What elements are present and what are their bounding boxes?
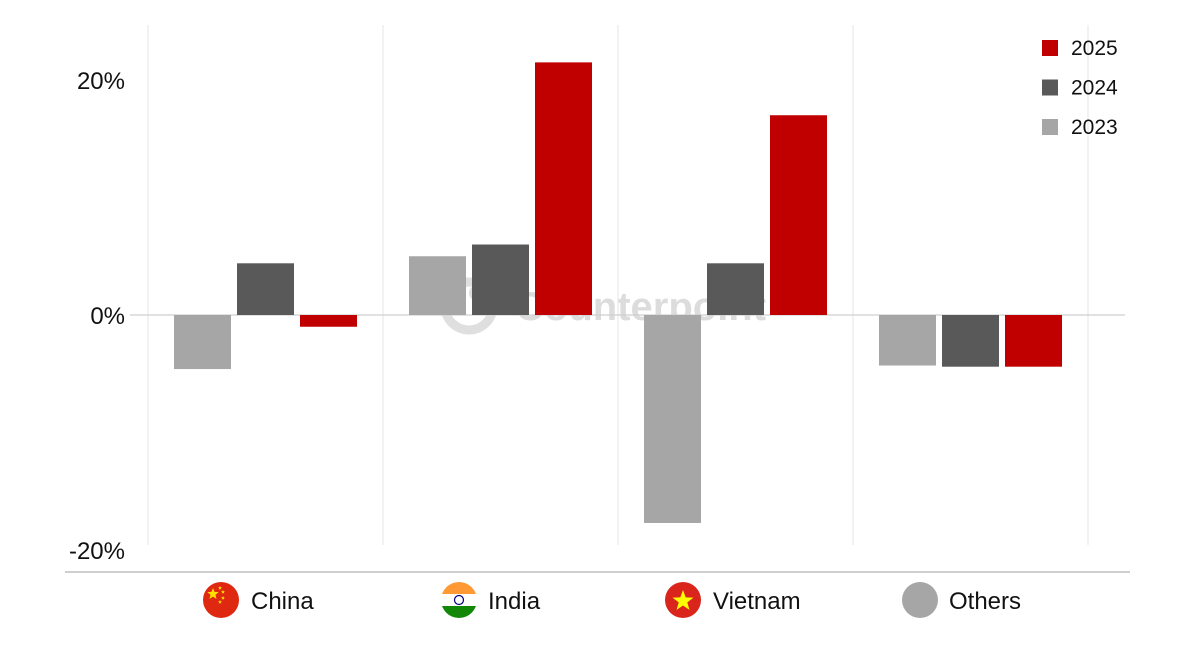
y-axis: 20% 0% -20% <box>69 68 125 565</box>
y-tick-label: -20% <box>69 538 125 565</box>
bar-vietnam-2023 <box>644 315 701 523</box>
bar-others-2025 <box>1005 315 1062 367</box>
vietnam-flag-icon <box>665 582 701 618</box>
legend-label-2025: 2025 <box>1071 37 1118 60</box>
bar-vietnam-2024 <box>707 263 764 315</box>
legend-swatch-2025 <box>1042 40 1058 56</box>
category-label-india: India <box>488 588 541 615</box>
bar-china-2023 <box>174 315 231 370</box>
bar-india-2024 <box>472 244 529 315</box>
legend-label-2023: 2023 <box>1071 116 1118 139</box>
china-flag-small-star <box>218 586 222 590</box>
bar-others-2023 <box>879 315 936 366</box>
vietnam-flag-star <box>672 590 694 610</box>
india-flag-saffron <box>441 582 477 594</box>
china-flag-icon <box>203 582 239 618</box>
bar-india-2025 <box>535 62 592 315</box>
bar-india-2023 <box>409 256 466 315</box>
legend-swatch-2024 <box>1042 79 1058 96</box>
bar-others-2024 <box>942 315 999 367</box>
others-circle-fill <box>902 582 938 618</box>
china-flag-small-star <box>221 596 225 600</box>
china-flag-small-star <box>218 600 222 604</box>
bars-group <box>174 62 1062 523</box>
category-label-vietnam: Vietnam <box>713 588 801 615</box>
bar-china-2024 <box>237 263 294 315</box>
y-tick-label: 20% <box>77 68 125 95</box>
category-labels: China India Vietnam Others <box>203 582 1021 618</box>
china-flag-star <box>207 588 219 599</box>
y-tick-label: 0% <box>90 303 125 330</box>
category-label-others: Others <box>949 588 1021 615</box>
india-flag-stripes <box>441 582 477 618</box>
legend-swatch-2023 <box>1042 119 1058 135</box>
india-flag-chakra <box>453 594 465 606</box>
india-flag-white <box>441 594 477 606</box>
india-flag-icon <box>441 582 477 618</box>
others-circle-icon <box>902 582 938 618</box>
bar-china-2025 <box>300 315 357 327</box>
china-flag-small-star <box>221 590 225 594</box>
legend-label-2024: 2024 <box>1071 77 1118 100</box>
bar-vietnam-2025 <box>770 115 827 315</box>
category-label-china: China <box>251 588 314 615</box>
india-flag-green <box>441 606 477 618</box>
legend: 2025 2024 2023 <box>1042 37 1118 139</box>
